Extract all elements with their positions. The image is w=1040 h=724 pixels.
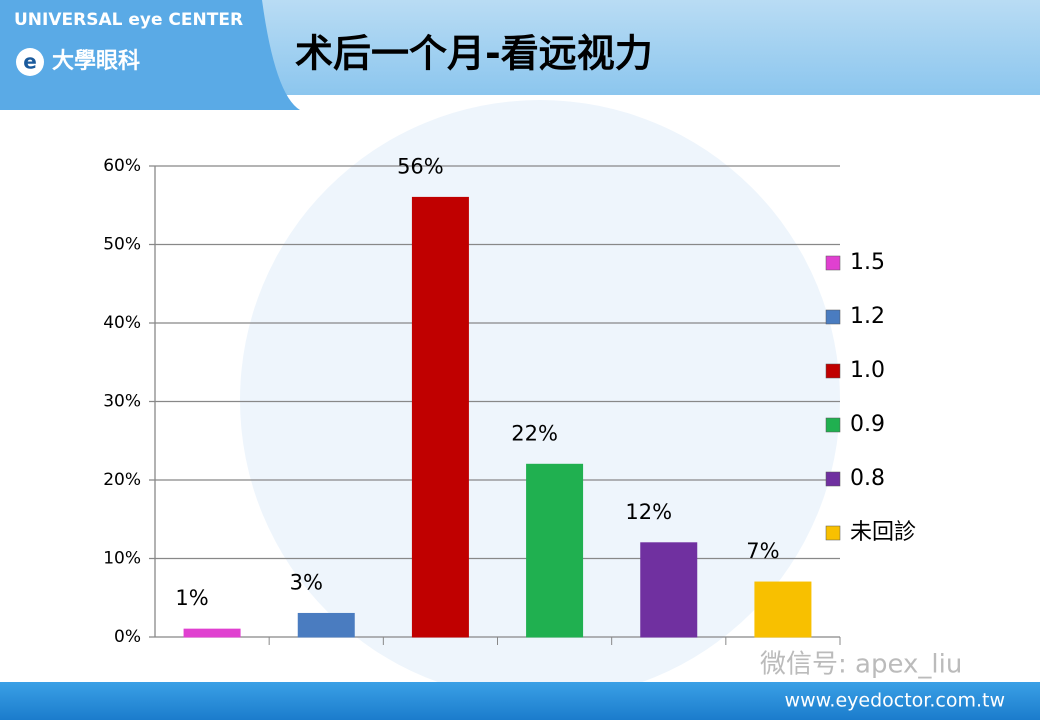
y-tick-label: 30% <box>103 392 141 412</box>
y-tick-label: 0% <box>114 627 141 647</box>
legend-label: 未回診 <box>850 520 916 545</box>
chart-title: 术后一个月-看远视力 <box>295 32 653 76</box>
value-label: 1% <box>175 586 208 610</box>
value-label: 7% <box>746 539 779 563</box>
logo-icon <box>16 48 44 76</box>
footer-url: www.eyedoctor.com.tw <box>785 690 1005 712</box>
legend-label: 1.0 <box>850 358 885 383</box>
logo-panel <box>0 0 300 110</box>
watermark-text: 微信号: apex_liu <box>760 650 962 680</box>
logo-letter: e <box>23 50 37 74</box>
bar <box>640 542 698 638</box>
legend-swatch <box>825 471 841 487</box>
value-label: 3% <box>290 570 323 594</box>
y-tick-label: 40% <box>103 313 141 333</box>
legend-swatch <box>825 309 841 325</box>
bar <box>526 463 584 638</box>
legend-swatch <box>825 363 841 379</box>
y-tick-label: 60% <box>103 156 141 176</box>
y-tick-label: 10% <box>103 549 141 569</box>
bar <box>754 581 812 638</box>
legend-label: 1.5 <box>850 250 885 275</box>
legend-swatch <box>825 525 841 541</box>
y-tick-label: 20% <box>103 470 141 490</box>
y-tick-label: 50% <box>103 235 141 255</box>
bar <box>183 628 241 638</box>
value-label: 56% <box>397 154 444 178</box>
value-label: 22% <box>511 421 558 445</box>
value-label: 12% <box>625 500 672 524</box>
bar <box>297 612 355 638</box>
legend-label: 0.9 <box>850 412 885 437</box>
brand: UNIVERSAL eye CENTER <box>14 10 243 30</box>
bar <box>411 196 469 638</box>
legend-label: 1.2 <box>850 304 885 329</box>
legend-swatch <box>825 417 841 433</box>
legend-label: 0.8 <box>850 466 885 491</box>
legend-swatch <box>825 255 841 271</box>
logo-text: 大學眼科 <box>52 48 140 74</box>
plot: 0% 10% 20% 30% 40% 50% 60% 1% 1.5 3% 1.2 56% 1.0 22% 0… <box>103 154 916 647</box>
footer-band <box>0 682 1040 720</box>
